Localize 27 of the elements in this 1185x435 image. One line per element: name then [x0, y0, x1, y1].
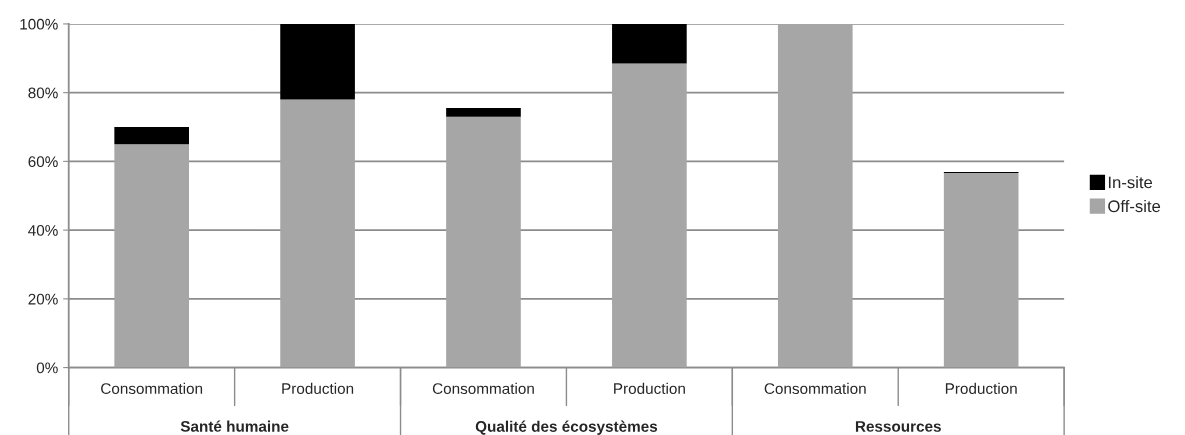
bar [612, 23, 687, 64]
text: Qualité des écosystèmes [475, 420, 658, 435]
text: Santé humaine [180, 420, 289, 432]
y-tick-label: 100% [20, 18, 58, 30]
y-tick-label: 80% [28, 87, 58, 99]
x-tick-label: Production [282, 382, 354, 395]
bar [446, 116, 521, 368]
bar [114, 127, 190, 145]
x-tick-label: Production [945, 382, 1017, 395]
y-tick-label: 60% [28, 156, 58, 168]
bar [612, 63, 687, 368]
bar [446, 108, 521, 117]
x-tick-label: Consommation [432, 382, 534, 395]
x-tick-label: Consommation [764, 382, 866, 395]
y-tick-label: 0% [36, 362, 58, 374]
x-tick-label: Consommation [101, 382, 203, 395]
legend-label: In-site [1108, 176, 1153, 189]
bar [280, 23, 355, 100]
bar [114, 144, 190, 368]
legend-label: Off-site [1108, 199, 1161, 213]
y-tick-label: 40% [28, 224, 58, 236]
text: Ressources [855, 421, 941, 432]
bar [280, 99, 355, 368]
bar [943, 173, 1019, 368]
x-tick-label: Production [614, 382, 685, 395]
y-tick-label: 20% [28, 293, 58, 305]
bar [777, 23, 853, 368]
